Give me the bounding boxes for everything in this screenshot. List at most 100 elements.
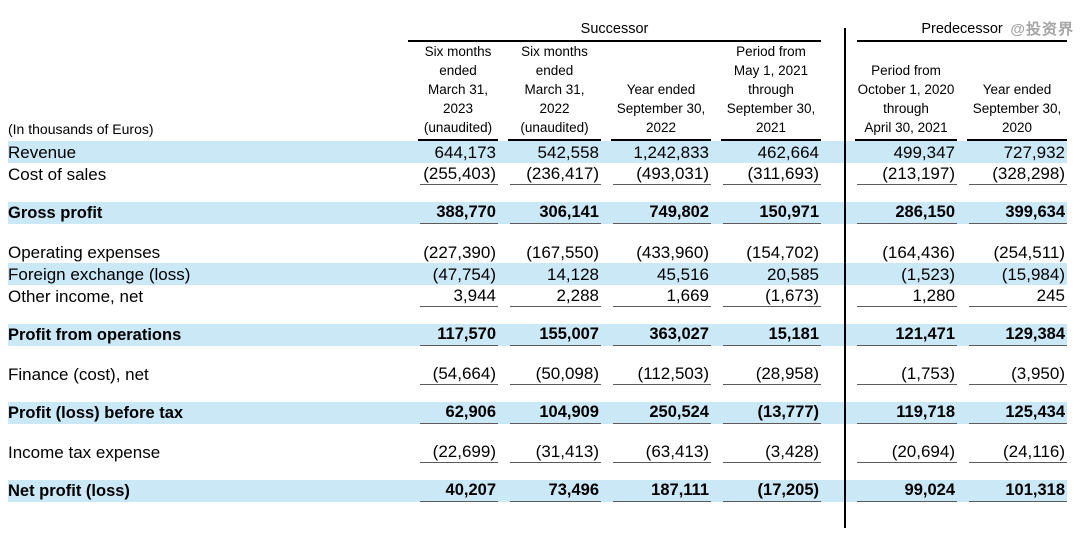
column-header: Six months ended March 31, 2023 (unaudited) [408,42,498,141]
divider-gap [821,241,845,263]
row-label: Other income, net [8,287,144,306]
value: 155,007 [510,324,601,346]
value-cell: 1,242,833 [601,141,711,163]
value-cell: (20,694) [845,441,958,463]
group-header-row: Successor Predecessor [8,8,1068,42]
value-cell: 129,384 [957,324,1068,346]
value-cell: 99,024 [845,480,958,502]
value: (28,958) [723,363,822,385]
table-body: Revenue 644,173 542,558 1,242,833 462,664 499… [8,141,1068,502]
value: 99,024 [857,480,958,502]
value-cell: (311,693) [711,163,822,185]
value-cell: (47,754) [408,263,498,285]
value: 306,141 [510,202,601,224]
column-header: Period from May 1, 2021 through September 3… [711,42,822,141]
divider-gap [821,441,845,463]
value: 150,971 [723,202,822,224]
value-cell: 727,932 [957,141,1068,163]
value-cell: 150,971 [711,202,822,224]
spacer-row [8,307,1067,324]
value-cell: (227,390) [408,241,498,263]
value: 388,770 [420,202,498,224]
divider-gap [821,480,846,502]
table-row: Profit (loss) before tax 62,906 104,909 250… [8,402,1068,424]
column-header-text: Year ended September 30, 2022 [611,80,711,141]
value-cell: (112,503) [601,363,711,385]
row-label: Gross profit [8,202,408,224]
table-row: Operating expenses (227,390) (167,550) (433… [8,241,1067,263]
value-cell: 119,718 [845,402,958,424]
watermark: @投资界 [1010,21,1074,38]
value: 101,318 [969,480,1068,502]
value: (254,511) [993,243,1066,262]
divider-gap [821,402,846,424]
successor-predecessor-divider [844,28,846,528]
value: 187,111 [613,480,711,502]
value: 117,570 [420,324,498,346]
value-cell: 45,516 [601,263,711,285]
value: (54,664) [420,363,498,385]
column-header-row: (In thousands of Euros) Six months ended M… [8,42,1068,141]
value-cell: (15,984) [957,263,1068,285]
column-header-text: Year ended September 30, 2020 [967,80,1068,141]
value: 727,932 [1003,143,1066,162]
value: (24,116) [969,441,1068,463]
value: (255,403) [420,163,498,185]
value-cell: 286,150 [845,202,958,224]
value: (31,413) [510,441,601,463]
value: 542,558 [537,143,599,162]
value: (3,428) [723,441,822,463]
value: 1,242,833 [633,143,709,162]
value-cell: (236,417) [498,163,601,185]
predecessor-group-cell: Predecessor [845,8,1068,42]
value-cell: 15,181 [711,324,822,346]
divider-gap [821,285,845,307]
table-row: Foreign exchange (loss) (47,754) 14,128 45,… [8,263,1068,285]
value-cell: 1,280 [845,285,958,307]
value: 40,207 [420,480,498,502]
value: 286,150 [857,202,958,224]
value-cell: 1,669 [601,285,711,307]
column-header: Period from October 1, 2020 through April 3… [845,42,958,141]
value-cell: 155,007 [498,324,601,346]
spacer-row [8,346,1067,363]
value-cell: 399,634 [957,202,1068,224]
divider-gap [821,202,846,224]
value-cell: (254,511) [957,241,1067,263]
value-cell: 388,770 [408,202,498,224]
table-row: Gross profit 388,770 306,141 749,802 150,971… [8,202,1068,224]
row-label: Finance (cost), net [8,365,149,384]
value: (20,694) [857,441,958,463]
value-cell: (433,960) [601,241,711,263]
value-cell: 499,347 [845,141,958,163]
value-cell: 462,664 [711,141,822,163]
value: (50,098) [510,363,601,385]
value-cell: (24,116) [957,441,1068,463]
predecessor-group-label: Predecessor [857,20,1068,42]
table-row: Other income, net 3,944 2,288 1,669 (1,673) 1… [8,285,1068,307]
row-label: Profit from operations [8,324,408,346]
row-label: Income tax expense [8,443,161,462]
value-cell: (3,950) [957,363,1068,385]
value: (13,777) [723,402,822,424]
value-cell: (31,413) [498,441,601,463]
value-cell: (1,673) [711,285,822,307]
value-cell: (213,197) [845,163,958,185]
value-cell: 62,906 [408,402,498,424]
value-cell: 104,909 [498,402,601,424]
column-header: Year ended September 30, 2020 [957,42,1068,141]
value-cell: (28,958) [711,363,822,385]
value: (167,550) [526,243,599,262]
value: 462,664 [757,143,820,162]
value-cell: 363,027 [601,324,711,346]
value-cell: 121,471 [845,324,958,346]
table-row: Net profit (loss) 40,207 73,496 187,111 (17,… [8,480,1068,502]
successor-group-label: Successor [408,20,822,42]
value: 119,718 [857,402,958,424]
value-cell: (1,753) [845,363,958,385]
value: (1,673) [723,285,822,307]
value-cell: 187,111 [601,480,711,502]
value: 399,634 [969,202,1068,224]
column-header-text: Period from October 1, 2020 through April 3… [855,61,958,141]
row-label: Cost of sales [8,165,107,184]
